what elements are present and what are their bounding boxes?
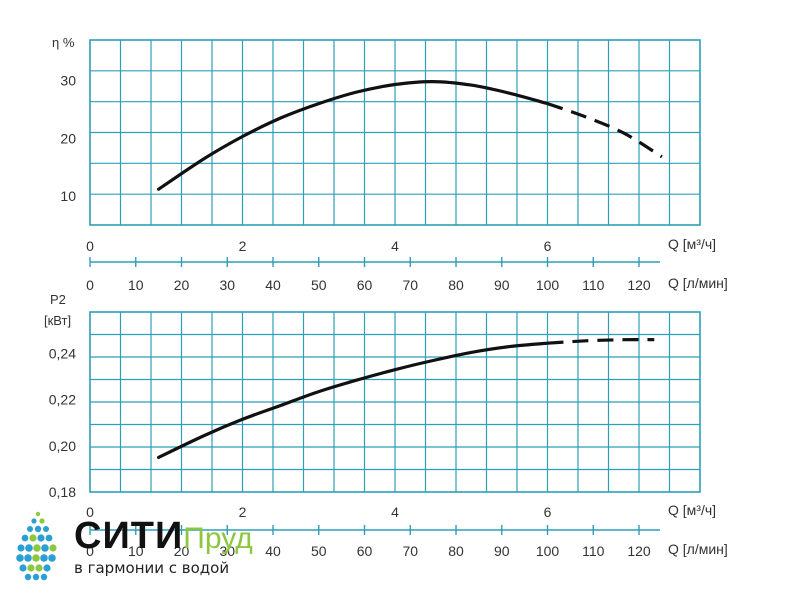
logo-drop-dot xyxy=(29,534,37,542)
power-secondary-tick-label: 20 xyxy=(174,543,190,559)
power-curve-dashed xyxy=(547,338,655,345)
logo-drop-dot xyxy=(24,573,32,581)
logo-name-part2: Пруд xyxy=(183,522,253,555)
efficiency-secondary-tick-label: 80 xyxy=(448,277,464,293)
logo-drop-dot xyxy=(25,544,33,552)
logo-drop-dot xyxy=(27,526,33,532)
power-primary-tick-label: 2 xyxy=(239,504,247,520)
logo-drop-dot xyxy=(16,554,24,562)
efficiency-primary-tick-label: 6 xyxy=(544,238,552,254)
efficiency-y-tick-label: 30 xyxy=(60,72,76,88)
logo-drop-dot xyxy=(24,554,32,562)
power-x-secondary-label: Q [л/мин] xyxy=(668,541,728,557)
power-y-tick-label: 0,22 xyxy=(49,392,76,408)
logo-drop-dot xyxy=(21,534,29,542)
logo-drop-dot xyxy=(34,525,42,533)
efficiency-secondary-tick-label: 90 xyxy=(494,277,510,293)
power-secondary-tick-label: 80 xyxy=(448,543,464,559)
logo-drop-dot xyxy=(49,544,57,552)
efficiency-x-primary-label: Q [м³/ч] xyxy=(668,236,716,252)
logo-drop-dot xyxy=(39,518,45,524)
logo-drop-dot xyxy=(35,511,41,517)
logo-drop-dot xyxy=(33,544,41,552)
logo-name-part1: СИТИ xyxy=(74,515,184,557)
power-primary-tick-label: 0 xyxy=(86,504,94,520)
efficiency-y-axis-label: η % xyxy=(52,35,75,50)
efficiency-y-tick-label: 20 xyxy=(60,130,76,146)
efficiency-secondary-tick-label: 40 xyxy=(265,277,281,293)
efficiency-curve-solid xyxy=(157,79,550,191)
efficiency-secondary-tick-label: 120 xyxy=(627,277,651,293)
power-secondary-tick-label: 100 xyxy=(536,543,560,559)
efficiency-secondary-tick-label: 60 xyxy=(357,277,373,293)
efficiency-secondary-tick-label: 30 xyxy=(219,277,235,293)
efficiency-primary-tick-label: 4 xyxy=(391,238,399,254)
power-x-primary-label: Q [м³/ч] xyxy=(668,502,716,518)
logo-drop-dot xyxy=(43,564,51,572)
power-primary-tick-label: 6 xyxy=(544,504,552,520)
power-secondary-tick-label: 50 xyxy=(311,543,327,559)
water-drops-icon xyxy=(16,511,57,581)
power-y-tick-label: 0,24 xyxy=(49,346,76,362)
logo-drop-dot xyxy=(40,554,48,562)
power-secondary-tick-label: 120 xyxy=(627,543,651,559)
logo-drop-dot xyxy=(40,573,48,581)
power-secondary-tick-label: 10 xyxy=(128,543,144,559)
logo-drop-dot xyxy=(37,534,45,542)
logo-drop-dot xyxy=(17,544,25,552)
logo-drop-dot xyxy=(41,544,49,552)
efficiency-y-tick-label: 10 xyxy=(60,188,76,204)
efficiency-secondary-tick-label: 70 xyxy=(402,277,418,293)
logo-drop-dot xyxy=(27,564,35,572)
power-y-tick-label: 0,18 xyxy=(49,484,76,500)
efficiency-secondary-tick-label: 0 xyxy=(86,277,94,293)
power-curve-solid xyxy=(157,341,550,459)
logo-drop-dot xyxy=(45,534,53,542)
efficiency-secondary-tick-label: 110 xyxy=(582,277,605,293)
logo-drop-dot xyxy=(31,518,37,524)
power-primary-tick-label: 4 xyxy=(391,504,399,520)
efficiency-secondary-tick-label: 10 xyxy=(128,277,144,293)
efficiency-chart: η % 10 20 30 0 2 4 6 Q [м³/ч] 0 10 20 30 40 50 60 70… xyxy=(52,35,728,293)
efficiency-primary-tick-label: 2 xyxy=(239,238,247,254)
power-secondary-tick-label: 0 xyxy=(86,543,94,559)
logo-drop-dot xyxy=(19,564,27,572)
power-y-tick-label: 0,20 xyxy=(49,438,76,454)
efficiency-secondary-tick-label: 50 xyxy=(311,277,327,293)
efficiency-secondary-tick-label: 20 xyxy=(174,277,190,293)
power-chart: P2 [кВт] 0,18 0,20 0,22 0,24 0 2 4 6 Q [м³/ч] 0… xyxy=(44,292,728,559)
logo-tagline: в гармонии с водой xyxy=(74,559,230,577)
efficiency-secondary-tick-label: 100 xyxy=(536,277,560,293)
logo-drop-dot xyxy=(32,554,40,562)
logo-wordmark: СИТИПруд xyxy=(74,516,253,559)
efficiency-curve-dashed xyxy=(546,102,663,159)
logo-drop-dot xyxy=(43,526,49,532)
logo-drop-dot xyxy=(35,564,43,572)
efficiency-x-secondary-label: Q [л/мин] xyxy=(668,275,728,291)
power-y-axis-label: P2 [кВт] xyxy=(44,292,71,328)
logo-drop-dot xyxy=(48,554,56,562)
power-secondary-tick-label: 40 xyxy=(265,543,281,559)
power-secondary-tick-label: 30 xyxy=(219,543,235,559)
power-secondary-tick-label: 70 xyxy=(402,543,418,559)
power-secondary-tick-label: 110 xyxy=(582,543,605,559)
power-secondary-tick-label: 60 xyxy=(357,543,373,559)
logo-drop-dot xyxy=(32,573,40,581)
power-secondary-tick-label: 90 xyxy=(494,543,510,559)
company-logo: СИТИПруд в гармонии с водой xyxy=(8,508,308,596)
efficiency-primary-tick-label: 0 xyxy=(86,238,94,254)
